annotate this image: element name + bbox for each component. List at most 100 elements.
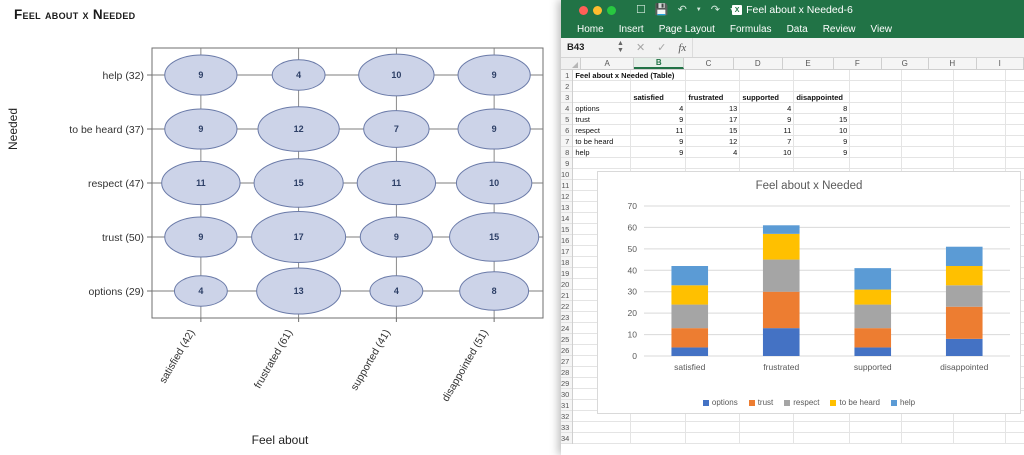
- cell-E2[interactable]: [794, 81, 851, 92]
- column-header-F[interactable]: F: [834, 58, 882, 69]
- cell-I5[interactable]: [1006, 114, 1024, 125]
- cell-C4[interactable]: 13: [686, 103, 741, 114]
- legend-item[interactable]: options: [702, 398, 738, 407]
- cell-I4[interactable]: [1006, 103, 1024, 114]
- cell-A8[interactable]: help: [573, 147, 632, 158]
- cell-D32[interactable]: [740, 411, 795, 422]
- customize-qat-icon[interactable]: ▼: [728, 6, 736, 14]
- cell-C34[interactable]: [686, 433, 741, 444]
- ribbon-tab-view[interactable]: View: [870, 23, 892, 35]
- row-header-30[interactable]: 30: [561, 389, 573, 400]
- row-header-13[interactable]: 13: [561, 202, 573, 213]
- row-header-28[interactable]: 28: [561, 367, 573, 378]
- cell-E5[interactable]: 15: [794, 114, 851, 125]
- undo-dropdown-icon[interactable]: ▼: [695, 7, 702, 13]
- legend-item[interactable]: trust: [748, 398, 773, 407]
- cell-G1[interactable]: [902, 70, 955, 81]
- cell-G33[interactable]: [902, 422, 955, 433]
- cell-A4[interactable]: options: [573, 103, 632, 114]
- cell-A6[interactable]: respect: [573, 125, 632, 136]
- cell-C32[interactable]: [686, 411, 741, 422]
- select-all-corner[interactable]: [561, 58, 582, 69]
- cell-I8[interactable]: [1006, 147, 1024, 158]
- row-header-15[interactable]: 15: [561, 224, 573, 235]
- row-header-17[interactable]: 17: [561, 246, 573, 257]
- cell-B32[interactable]: [631, 411, 687, 422]
- row-header-8[interactable]: 8: [561, 147, 573, 158]
- cell-H5[interactable]: [954, 114, 1007, 125]
- cell-C33[interactable]: [686, 422, 741, 433]
- row-header-4[interactable]: 4: [561, 103, 573, 114]
- save-icon[interactable]: 💾: [654, 3, 669, 16]
- cell-B3[interactable]: satisfied: [631, 92, 687, 103]
- row-header-20[interactable]: 20: [561, 279, 573, 290]
- cell-H32[interactable]: [954, 411, 1007, 422]
- ribbon-tab-page-layout[interactable]: Page Layout: [658, 23, 715, 35]
- cell-H7[interactable]: [954, 136, 1007, 147]
- cell-A32[interactable]: [573, 411, 632, 422]
- row-header-21[interactable]: 21: [561, 290, 573, 301]
- row-header-34[interactable]: 34: [561, 433, 573, 444]
- cell-I32[interactable]: [1006, 411, 1024, 422]
- name-box[interactable]: B43: [567, 42, 585, 53]
- cell-C6[interactable]: 15: [686, 125, 741, 136]
- cell-A3[interactable]: [573, 92, 632, 103]
- cell-E34[interactable]: [794, 433, 851, 444]
- ribbon-tab-insert[interactable]: Insert: [618, 23, 644, 35]
- cell-I9[interactable]: [1006, 158, 1024, 169]
- cell-H2[interactable]: [954, 81, 1007, 92]
- row-header-9[interactable]: 9: [561, 158, 573, 169]
- row-header-3[interactable]: 3: [561, 92, 573, 103]
- cell-D1[interactable]: [740, 70, 795, 81]
- cell-A5[interactable]: trust: [573, 114, 632, 125]
- row-header-19[interactable]: 19: [561, 268, 573, 279]
- cell-F6[interactable]: [850, 125, 903, 136]
- window-controls[interactable]: [574, 5, 616, 15]
- cell-F34[interactable]: [850, 433, 903, 444]
- cell-D2[interactable]: [740, 81, 795, 92]
- row-header-25[interactable]: 25: [561, 334, 573, 345]
- cell-G32[interactable]: [902, 411, 955, 422]
- cell-G7[interactable]: [902, 136, 955, 147]
- cell-F2[interactable]: [850, 81, 903, 92]
- cell-D5[interactable]: 9: [740, 114, 795, 125]
- cell-I2[interactable]: [1006, 81, 1024, 92]
- cell-H4[interactable]: [954, 103, 1007, 114]
- embedded-excel-chart[interactable]: Feel about x Needed 0 10 20 30 40 50 60 70 satis…: [597, 171, 1021, 414]
- minimize-window-icon[interactable]: [593, 5, 602, 15]
- row-header-2[interactable]: 2: [561, 81, 573, 92]
- close-window-icon[interactable]: [579, 5, 588, 15]
- row-header-22[interactable]: 22: [561, 301, 573, 312]
- confirm-formula-icon[interactable]: ✓: [657, 42, 667, 54]
- cell-H9[interactable]: [954, 158, 1007, 169]
- insert-function-icon[interactable]: fx: [678, 41, 687, 54]
- cell-D6[interactable]: 11: [740, 125, 795, 136]
- cancel-formula-icon[interactable]: ✕: [635, 42, 646, 54]
- row-header-1[interactable]: 1: [561, 70, 573, 81]
- cell-E4[interactable]: 8: [794, 103, 851, 114]
- cell-I34[interactable]: [1006, 433, 1024, 444]
- cell-G8[interactable]: [902, 147, 955, 158]
- cell-H6[interactable]: [954, 125, 1007, 136]
- cell-H34[interactable]: [954, 433, 1007, 444]
- legend-item[interactable]: to be heard: [830, 398, 880, 407]
- cell-G5[interactable]: [902, 114, 955, 125]
- column-header-A[interactable]: A: [581, 58, 635, 69]
- cell-E7[interactable]: 9: [794, 136, 851, 147]
- cell-F7[interactable]: [850, 136, 903, 147]
- cell-E8[interactable]: 9: [794, 147, 851, 158]
- cell-A33[interactable]: [573, 422, 632, 433]
- cell-G9[interactable]: [902, 158, 955, 169]
- cell-F33[interactable]: [850, 422, 903, 433]
- column-header-E[interactable]: E: [783, 58, 835, 69]
- cell-E3[interactable]: disappointed: [794, 92, 851, 103]
- cell-I3[interactable]: [1006, 92, 1024, 103]
- cell-C9[interactable]: [686, 158, 741, 169]
- row-header-32[interactable]: 32: [561, 411, 573, 422]
- cell-G3[interactable]: [902, 92, 955, 103]
- cell-F9[interactable]: [850, 158, 903, 169]
- cell-E6[interactable]: 10: [794, 125, 851, 136]
- row-header-12[interactable]: 12: [561, 191, 573, 202]
- cell-B33[interactable]: [631, 422, 687, 433]
